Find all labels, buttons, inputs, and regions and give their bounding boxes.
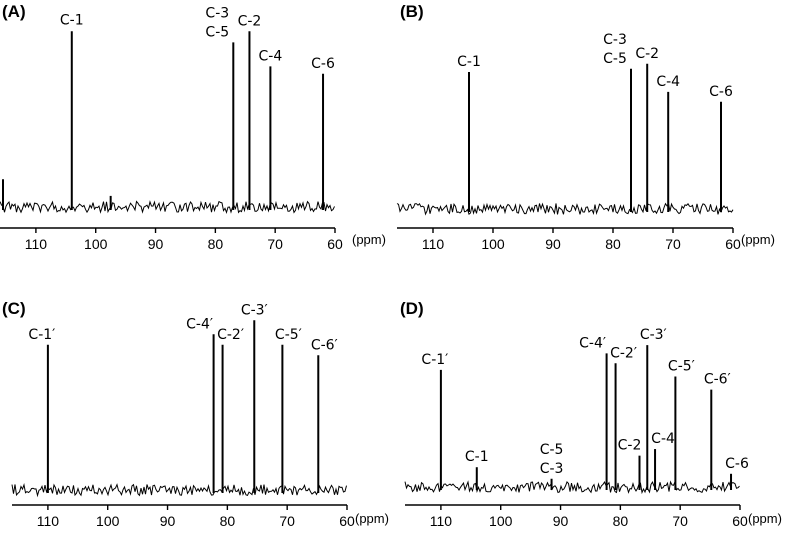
- x-tick-label: 60: [327, 236, 343, 252]
- peak-label: C-5: [540, 442, 564, 458]
- x-tick-label: 90: [160, 513, 176, 529]
- x-axis-unit-label: (ppm): [355, 511, 389, 526]
- peak-label: C-4′: [186, 316, 213, 332]
- x-tick-label: 70: [279, 513, 295, 529]
- spectrum-panel-b: (B) C-1 C-3 C-5 C-2 C-4 C-6 110 100 90 80 70 60 (ppm): [396, 2, 775, 252]
- peak-label: C-5: [603, 51, 627, 67]
- peak-label: C-3: [205, 5, 229, 21]
- x-tick-label: 80: [605, 236, 621, 252]
- x-tick-label: 90: [553, 513, 569, 529]
- x-tick-label: 100: [481, 236, 505, 252]
- baseline-noise: [404, 480, 740, 495]
- x-tick-label: 110: [430, 513, 453, 529]
- peak-label: C-3: [603, 32, 627, 48]
- panel-letter: (D): [400, 299, 424, 318]
- peak-label: C-2: [238, 13, 262, 29]
- spectrum-panel-a: (A) C-1 C-3 C-5 C-2 C-4 C-6 110 100 90 80 70 60 (ppm): [0, 2, 386, 252]
- peak-label: C-4: [656, 74, 680, 90]
- peak-label: C-3′: [640, 327, 667, 343]
- x-tick-label: 70: [672, 513, 688, 529]
- peak-label: C-6: [709, 84, 733, 100]
- spectrum-panel-d: (D) C-1′ C-1 C-5 C-3 C-4′C-2′ C-2 C-3′ C-4 C-5′ C-…: [400, 299, 782, 529]
- x-tick-label: 60: [339, 513, 355, 529]
- peak-label: C-1′: [28, 327, 55, 343]
- x-tick-label: 100: [84, 236, 108, 252]
- x-tick-label: 70: [665, 236, 681, 252]
- peak-label: C-6: [311, 56, 335, 72]
- panel-letter: (C): [2, 299, 26, 318]
- peak-label: C-4′: [579, 335, 606, 351]
- peak-label: C-3: [540, 461, 564, 477]
- peak-label: C-6′: [704, 372, 731, 388]
- x-tick-label: 60: [725, 236, 741, 252]
- peak-label: C-1: [60, 12, 84, 28]
- peak-label: C-5′: [668, 358, 695, 374]
- x-axis-unit-label: (ppm): [748, 511, 782, 526]
- spectrum-panel-c: (C)C-1′ C-4′C-2′ C-3′ C-5′ C-6′ 110 100 90 80 70 6…: [2, 299, 389, 529]
- peak-label: C-5′: [275, 327, 302, 343]
- baseline-noise: [11, 483, 347, 498]
- peak-label: C-4: [651, 431, 675, 447]
- x-tick-label: 90: [545, 236, 561, 252]
- peak-label: C-3′: [241, 302, 268, 318]
- x-tick-label: 110: [422, 236, 445, 252]
- x-tick-label: 80: [220, 513, 236, 529]
- x-tick-label: 80: [208, 236, 224, 252]
- peak-label: C-6′: [311, 337, 338, 353]
- panel-letter: (B): [400, 2, 424, 21]
- x-tick-label: 110: [25, 236, 48, 252]
- peak-label: C-2′: [610, 345, 637, 361]
- baseline-noise: [396, 202, 734, 216]
- x-tick-label: 100: [96, 513, 120, 529]
- peak-label: C-5: [205, 24, 229, 40]
- peak-label: C-1′: [421, 352, 448, 368]
- x-tick-label: 100: [489, 513, 513, 529]
- x-tick-label: 60: [732, 513, 748, 529]
- x-tick-label: 80: [613, 513, 629, 529]
- panel-letter: (A): [2, 2, 26, 21]
- peak-label: C-1: [457, 54, 481, 70]
- peak-label: C-4: [259, 48, 283, 64]
- x-tick-label: 70: [267, 236, 283, 252]
- x-tick-label: 110: [37, 513, 60, 529]
- peak-label: C-6: [725, 456, 749, 472]
- x-axis-unit-label: (ppm): [352, 232, 386, 247]
- x-axis-unit-label: (ppm): [741, 232, 775, 247]
- x-tick-label: 90: [148, 236, 164, 252]
- baseline-noise: [0, 200, 335, 215]
- peak-label: C-2: [635, 46, 659, 62]
- peak-label: C-2′: [217, 327, 244, 343]
- peak-label: C-1: [465, 449, 489, 465]
- peak-label: C-2: [618, 438, 642, 454]
